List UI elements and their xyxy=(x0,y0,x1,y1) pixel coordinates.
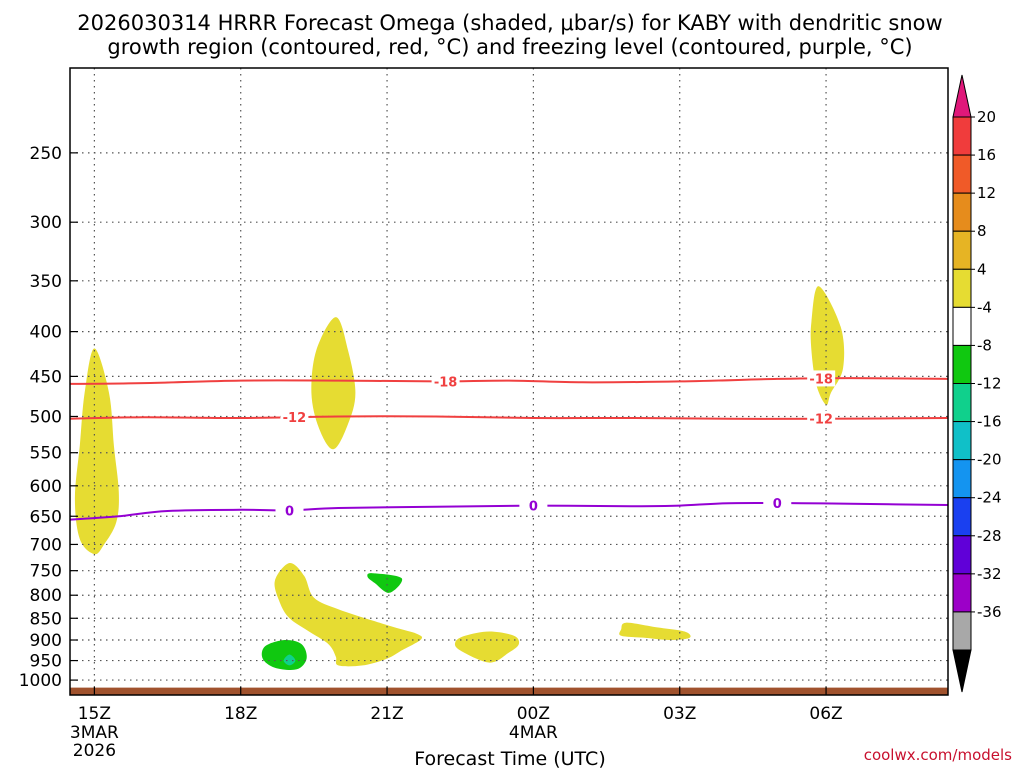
x-tick-date-15Z: 3MAR xyxy=(70,723,119,743)
y-tick-850: 850 xyxy=(30,609,62,629)
contour-minus12-label: -12 xyxy=(283,411,307,426)
y-tick-400: 400 xyxy=(30,323,62,343)
contour-minus12-label-bg xyxy=(807,410,836,427)
colorbar-box-14 xyxy=(952,116,972,156)
omega-green-2 xyxy=(261,639,307,670)
omega-shading-layer xyxy=(74,286,845,670)
source-credit: coolwx.com/models xyxy=(864,746,1012,764)
contour-freezing-0-label: 0 xyxy=(285,504,294,519)
y-tick-250: 250 xyxy=(30,144,62,164)
y-tick-500: 500 xyxy=(30,407,62,427)
colorbar-box-8 xyxy=(952,344,972,384)
contour-minus18-label-bg xyxy=(807,370,836,387)
ground-surface-band xyxy=(70,687,948,695)
x-tick-18Z: 18Z xyxy=(224,704,257,724)
colorbar-box-5 xyxy=(952,459,972,499)
colorbar-box-7 xyxy=(952,383,972,423)
colorbar-label: -28 xyxy=(977,527,1002,545)
colorbar-box-11 xyxy=(952,230,972,270)
contour-freezing-0-label: 0 xyxy=(529,500,538,515)
colorbar-box-12 xyxy=(952,192,972,232)
colorbar-label: -24 xyxy=(977,489,1002,507)
y-tick-800: 800 xyxy=(30,586,62,606)
colorbar-label: 12 xyxy=(977,184,996,202)
omega-yellow-6 xyxy=(619,622,691,640)
colorbar-arrow-bottom xyxy=(952,649,972,693)
colorbar-label: -8 xyxy=(977,336,992,354)
y-tick-750: 750 xyxy=(30,562,62,582)
x-tick-06Z: 06Z xyxy=(809,704,842,724)
contour-layer: -18 -18 -12 -12 0 0 0 xyxy=(69,370,949,521)
contour-minus12-label: -12 xyxy=(809,413,833,428)
y-tick-600: 600 xyxy=(30,477,62,497)
omega-teal-core xyxy=(283,654,296,666)
y-tick-650: 650 xyxy=(30,507,62,527)
colorbar-label: -36 xyxy=(977,603,1002,621)
chart-title-line2: growth region (contoured, red, °C) and f… xyxy=(107,35,912,59)
x-tick-00Z: 00Z xyxy=(517,704,550,724)
y-tick-1000: 1000 xyxy=(19,671,62,691)
colorbar-box-2 xyxy=(952,573,972,613)
chart-title-line1: 2026030314 HRRR Forecast Omega (shaded, … xyxy=(77,11,942,35)
colorbar-label: -4 xyxy=(977,298,992,316)
colorbar-label: -12 xyxy=(977,375,1002,393)
y-tick-700: 700 xyxy=(30,535,62,555)
contour-minus18-label: -18 xyxy=(434,375,458,390)
y-tick-950: 950 xyxy=(30,652,62,672)
colorbar-arrow-top xyxy=(952,74,972,118)
omega-green-1 xyxy=(367,573,403,593)
contour-minus18 xyxy=(69,377,949,385)
y-tick-900: 900 xyxy=(30,631,62,651)
colorbar-label: -16 xyxy=(977,413,1002,431)
colorbar: -36 -32 -28 -24 -20 -16 -12 -8 -4 4 8 12 16 20 xyxy=(952,74,1002,693)
omega-yellow-2 xyxy=(311,317,356,450)
omega-yellow-1 xyxy=(74,348,119,555)
contour-freezing-0-label: 0 xyxy=(773,497,782,512)
colorbar-label: 20 xyxy=(977,108,996,126)
colorbar-box-9 xyxy=(952,306,972,346)
omega-yellow-4 xyxy=(274,562,423,667)
colorbar-label: -32 xyxy=(977,565,1002,583)
colorbar-label: 8 xyxy=(977,222,987,240)
colorbar-box-3 xyxy=(952,535,972,575)
contour-freezing-0 xyxy=(69,502,949,521)
omega-yellow-5 xyxy=(454,631,520,663)
contour-minus18-label-bg xyxy=(431,373,460,390)
x-tick-03Z: 03Z xyxy=(663,704,696,724)
y-tick-350: 350 xyxy=(30,272,62,292)
x-tick-year-15Z: 2026 xyxy=(73,741,116,761)
colorbar-box-4 xyxy=(952,497,972,537)
x-axis-label: Forecast Time (UTC) xyxy=(414,748,605,768)
contour-freezing-0-label-bg xyxy=(275,502,304,519)
plot-frame xyxy=(69,67,949,696)
y-axis-pressure: 2503003504004505005506006507007508008509… xyxy=(19,144,78,691)
y-tick-450: 450 xyxy=(30,367,62,387)
colorbar-label: 16 xyxy=(977,146,996,164)
colorbar-box-1 xyxy=(952,611,972,651)
contour-freezing-0-label-bg xyxy=(763,495,792,512)
colorbar-box-6 xyxy=(952,421,972,461)
contour-minus12-label-bg xyxy=(280,409,309,426)
x-tick-21Z: 21Z xyxy=(370,704,403,724)
colorbar-label: 4 xyxy=(977,260,987,278)
colorbar-label: -20 xyxy=(977,451,1002,469)
colorbar-box-10 xyxy=(952,268,972,308)
y-tick-550: 550 xyxy=(30,444,62,464)
x-tick-date-00Z: 4MAR xyxy=(509,723,558,743)
x-tick-15Z: 15Z xyxy=(78,704,111,724)
y-tick-300: 300 xyxy=(30,213,62,233)
contour-freezing-0-label-bg xyxy=(519,497,548,514)
contour-minus18-label: -18 xyxy=(809,372,833,387)
colorbar-box-13 xyxy=(952,154,972,194)
contour-minus12 xyxy=(69,415,949,420)
